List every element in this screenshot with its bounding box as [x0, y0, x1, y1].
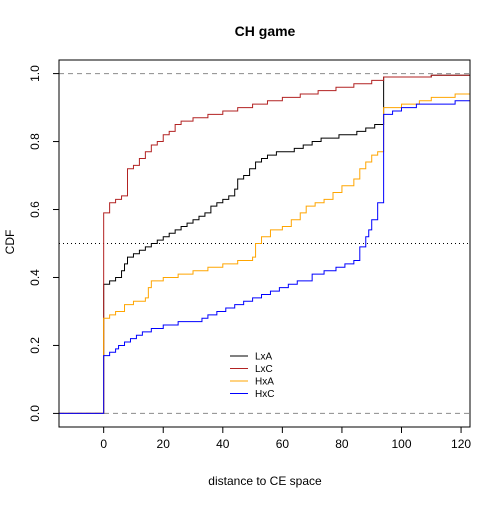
x-tick-label: 100 [391, 437, 411, 451]
x-tick-label: 40 [216, 437, 230, 451]
y-tick-label: 0.4 [28, 269, 42, 286]
x-axis-label: distance to CE space [208, 474, 322, 488]
x-tick-label: 0 [100, 437, 107, 451]
y-tick-label: 0.6 [28, 201, 42, 218]
x-tick-label: 20 [157, 437, 171, 451]
series-line-hxa [59, 93, 470, 414]
x-tick-label: 80 [335, 437, 349, 451]
chart-title: CH game [235, 23, 296, 39]
y-tick-label: 0.0 [28, 405, 42, 422]
legend-label-lxa: LxA [255, 352, 273, 363]
axis-ticks: 0 20 40 60 80 100 120 0.0 0.2 0.4 0.6 0.8 1.0 [28, 65, 471, 451]
y-tick-label: 0.2 [28, 337, 42, 354]
plot-frame [58, 59, 471, 428]
legend-label-hxc: HxC [255, 389, 274, 400]
legend-label-hxa: HxA [255, 377, 274, 388]
x-tick-label: 60 [276, 437, 290, 451]
plot-area [58, 59, 471, 428]
series-line-hxc [59, 100, 470, 414]
legend-label-lxc: LxC [255, 364, 273, 375]
y-tick-label: 1.0 [28, 65, 42, 82]
series-line-lxa [59, 74, 470, 414]
x-tick-label: 120 [451, 437, 471, 451]
y-tick-label: 0.8 [28, 133, 42, 150]
series-line-lxc [59, 74, 470, 414]
y-axis-label: CDF [3, 230, 17, 255]
